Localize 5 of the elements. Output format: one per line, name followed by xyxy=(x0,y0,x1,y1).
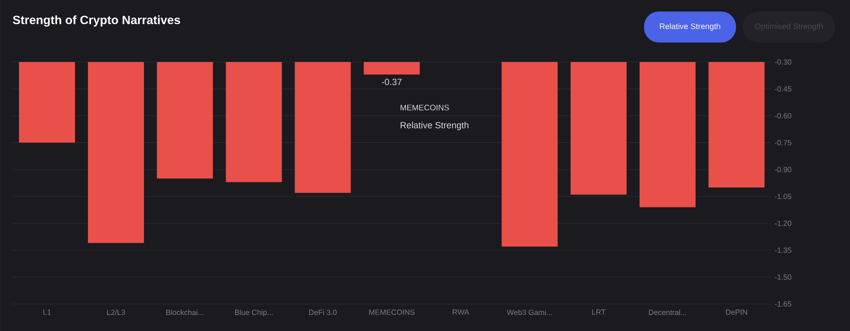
category-label: MEMECOINS xyxy=(400,104,449,110)
data-label: -0.37 xyxy=(382,78,402,86)
chart-title: Strength of Crypto Narratives xyxy=(12,15,180,27)
text: Relative Strength xyxy=(660,23,720,31)
text: Relative Strength xyxy=(400,122,468,130)
